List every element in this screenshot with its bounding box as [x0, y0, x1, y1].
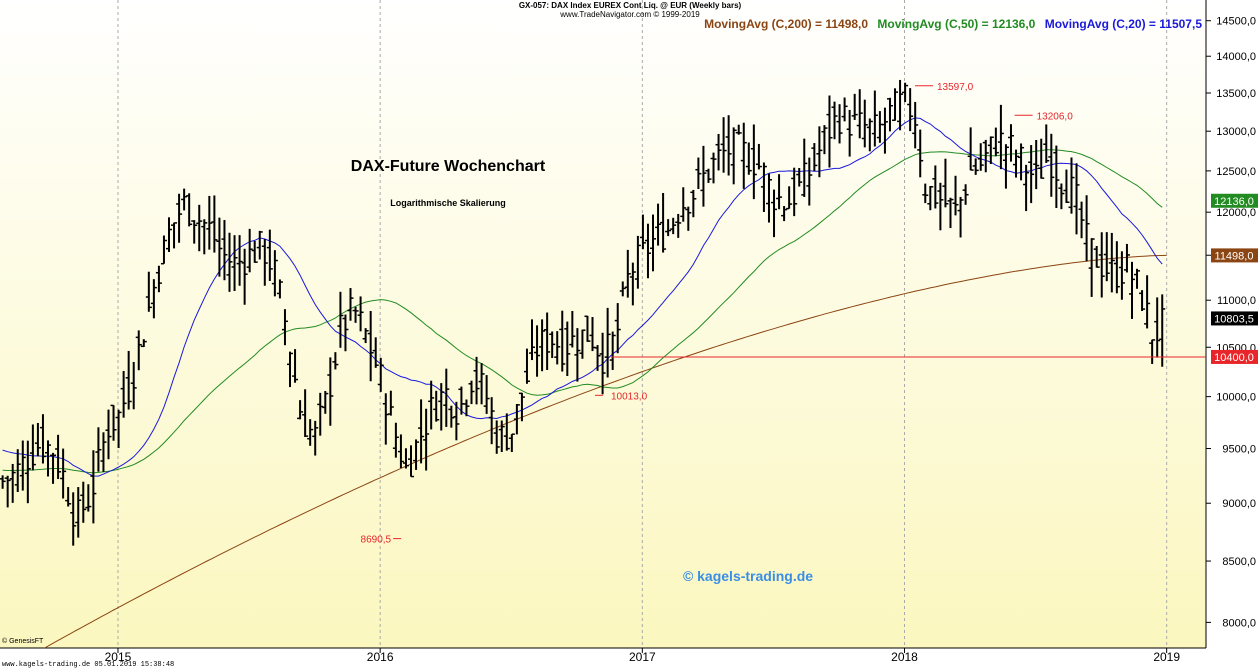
y-tick-label: 9500,0: [1222, 444, 1256, 456]
ma200-line: [44, 254, 1167, 649]
price-tag-label: 10400,0: [1214, 352, 1254, 364]
y-tick-label: 12000,0: [1216, 207, 1256, 219]
y-tick-label: 8000,0: [1222, 617, 1256, 629]
x-tick-label: 2019: [1153, 650, 1180, 664]
y-tick-label: 8500,0: [1222, 556, 1256, 568]
price-tag: [1211, 248, 1258, 263]
ma20-line: [2, 117, 1163, 477]
price-tag-label: 10803,5: [1214, 313, 1254, 325]
x-tick-label: 2015: [105, 650, 132, 664]
y-tick-label: 9000,0: [1222, 498, 1256, 510]
y-tick-label: 11000,0: [1217, 295, 1256, 307]
annotation-label: 13597,0: [937, 82, 974, 93]
x-tick-label: 2017: [629, 650, 656, 664]
ma20-label: MovingAvg (C,20) = 11507,5: [1044, 17, 1202, 31]
x-tick-label: 2018: [891, 650, 918, 664]
price-axis-panel: [1206, 0, 1260, 671]
y-tick-label: 10000,0: [1216, 392, 1256, 404]
price-tag: [1211, 193, 1258, 208]
y-tick-label: 14500,0: [1216, 16, 1256, 28]
plot-background: [0, 0, 1206, 648]
y-tick-label: 12500,0: [1216, 166, 1256, 178]
genesis-credit: © GenesisFT: [2, 638, 44, 645]
footer-watermark: www.kagels-trading.de 05.01.2019 15:38:4…: [2, 661, 175, 669]
price-tag: [1211, 311, 1258, 326]
y-tick-label: 13500,0: [1216, 88, 1256, 100]
y-tick-label: 14000,0: [1216, 51, 1256, 63]
ma200-label: MovingAvg (C,200) = 11498,0: [704, 17, 869, 31]
chart-header-source: www.TradeNavigator.com © 1999-2019: [560, 10, 700, 19]
time-axis-panel: [0, 648, 1206, 671]
moving-average-legend: MovingAvg (C,200) = 11498,0 MovingAvg (C…: [698, 17, 1202, 31]
ma50-label: MovingAvg (C,50) = 12136,0: [877, 17, 1036, 31]
chart-header-symbol: GX-057: DAX Index EUREX Cont Liq. @ EUR …: [518, 1, 742, 10]
annotation-label: 8690,5: [361, 535, 392, 546]
copyright-watermark: © kagels-trading.de: [683, 568, 813, 584]
annotation-label: 13206,0: [1037, 111, 1074, 122]
price-tag-label: 12136,0: [1214, 196, 1254, 208]
y-tick-label: 13000,0: [1216, 126, 1256, 138]
chart-title: DAX-Future Wochenchart: [351, 158, 546, 175]
annotation-label: 10013,0: [611, 391, 648, 402]
price-tag-label: 11498,0: [1215, 250, 1254, 262]
price-tag: [1211, 349, 1258, 364]
x-tick-label: 2016: [367, 650, 394, 664]
chart-subtitle: Logarithmische Skalierung: [390, 198, 506, 208]
ma50-line: [2, 149, 1163, 474]
